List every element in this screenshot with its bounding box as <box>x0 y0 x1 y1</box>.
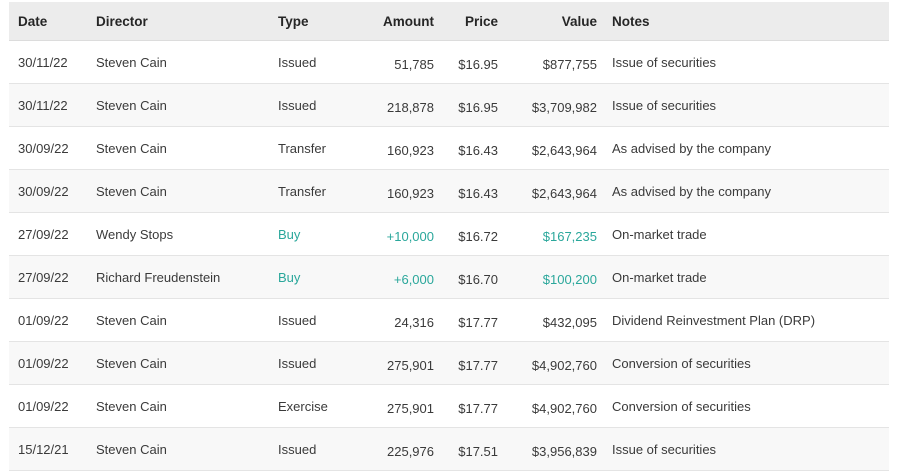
cell-director: Steven Cain <box>96 126 278 170</box>
cell-type: Issued <box>278 83 355 127</box>
cell-date: 30/09/22 <box>9 169 96 213</box>
table-row: 15/12/21 Steven Cain Issued 225,976 $17.51 $3… <box>9 427 889 471</box>
table-header-row: Date Director Type Amount Price Value Notes <box>9 2 889 41</box>
cell-date: 27/09/22 <box>9 212 96 256</box>
cell-director: Steven Cain <box>96 427 278 471</box>
table-row: 30/09/22 Steven Cain Transfer 160,923 $16.43… <box>9 169 889 213</box>
column-header-price: Price <box>434 2 498 41</box>
cell-price: $17.77 <box>434 384 498 428</box>
cell-value: $167,235 <box>498 212 597 256</box>
cell-type: Buy <box>278 255 355 299</box>
cell-notes: Issue of securities <box>597 427 889 471</box>
cell-type: Issued <box>278 298 355 342</box>
table-row: 27/09/22 Richard Freudenstein Buy +6,000 $16… <box>9 255 889 299</box>
cell-type: Transfer <box>278 169 355 213</box>
cell-value: $3,956,839 <box>498 427 597 471</box>
cell-date: 15/12/21 <box>9 427 96 471</box>
cell-director: Steven Cain <box>96 83 278 127</box>
cell-notes: Issue of securities <box>597 40 889 84</box>
column-header-director: Director <box>96 2 278 41</box>
cell-amount: 275,901 <box>355 384 434 428</box>
cell-type: Transfer <box>278 126 355 170</box>
cell-director: Steven Cain <box>96 169 278 213</box>
cell-value: $2,643,964 <box>498 126 597 170</box>
cell-director: Wendy Stops <box>96 212 278 256</box>
cell-date: 01/09/22 <box>9 341 96 385</box>
cell-amount: 275,901 <box>355 341 434 385</box>
table-row: 01/09/22 Steven Cain Issued 24,316 $17.77 $43… <box>9 298 889 342</box>
cell-value: $3,709,982 <box>498 83 597 127</box>
cell-director: Steven Cain <box>96 384 278 428</box>
cell-type: Issued <box>278 341 355 385</box>
column-header-date: Date <box>9 2 96 41</box>
cell-type: Issued <box>278 40 355 84</box>
cell-notes: Dividend Reinvestment Plan (DRP) <box>597 298 889 342</box>
table-row: 30/09/22 Steven Cain Transfer 160,923 $16.43… <box>9 126 889 170</box>
cell-value: $4,902,760 <box>498 384 597 428</box>
cell-price: $17.77 <box>434 298 498 342</box>
cell-notes: On-market trade <box>597 255 889 299</box>
cell-price: $17.51 <box>434 427 498 471</box>
cell-date: 01/09/22 <box>9 384 96 428</box>
column-header-value: Value <box>498 2 597 41</box>
cell-notes: As advised by the company <box>597 169 889 213</box>
cell-value: $2,643,964 <box>498 169 597 213</box>
cell-director: Steven Cain <box>96 298 278 342</box>
cell-director: Steven Cain <box>96 341 278 385</box>
cell-type: Buy <box>278 212 355 256</box>
table-row: 27/09/22 Wendy Stops Buy +10,000 $16.72 $167,… <box>9 212 889 256</box>
cell-amount: 225,976 <box>355 427 434 471</box>
cell-value: $4,902,760 <box>498 341 597 385</box>
table-row: 30/11/22 Steven Cain Issued 51,785 $16.95 $87… <box>9 40 889 84</box>
cell-notes: Conversion of securities <box>597 384 889 428</box>
cell-value: $877,755 <box>498 40 597 84</box>
director-transactions-table: Date Director Type Amount Price Value Notes 30… <box>9 2 889 471</box>
cell-amount: +6,000 <box>355 255 434 299</box>
column-header-notes: Notes <box>597 2 889 41</box>
cell-amount: 218,878 <box>355 83 434 127</box>
cell-amount: 51,785 <box>355 40 434 84</box>
table-row: 01/09/22 Steven Cain Issued 275,901 $17.77 $4… <box>9 341 889 385</box>
cell-date: 30/11/22 <box>9 40 96 84</box>
cell-notes: On-market trade <box>597 212 889 256</box>
cell-price: $17.77 <box>434 341 498 385</box>
cell-value: $432,095 <box>498 298 597 342</box>
cell-price: $16.95 <box>434 83 498 127</box>
cell-price: $16.95 <box>434 40 498 84</box>
cell-type: Exercise <box>278 384 355 428</box>
cell-price: $16.43 <box>434 169 498 213</box>
cell-amount: 24,316 <box>355 298 434 342</box>
cell-amount: +10,000 <box>355 212 434 256</box>
table-row: 01/09/22 Steven Cain Exercise 275,901 $17.77… <box>9 384 889 428</box>
table-row: 30/11/22 Steven Cain Issued 218,878 $16.95 $3… <box>9 83 889 127</box>
cell-notes: As advised by the company <box>597 126 889 170</box>
cell-price: $16.70 <box>434 255 498 299</box>
cell-price: $16.72 <box>434 212 498 256</box>
cell-director: Steven Cain <box>96 40 278 84</box>
cell-value: $100,200 <box>498 255 597 299</box>
cell-date: 30/09/22 <box>9 126 96 170</box>
cell-price: $16.43 <box>434 126 498 170</box>
cell-notes: Issue of securities <box>597 83 889 127</box>
column-header-type: Type <box>278 2 355 41</box>
column-header-amount: Amount <box>355 2 434 41</box>
cell-type: Issued <box>278 427 355 471</box>
cell-notes: Conversion of securities <box>597 341 889 385</box>
cell-date: 30/11/22 <box>9 83 96 127</box>
cell-date: 01/09/22 <box>9 298 96 342</box>
cell-amount: 160,923 <box>355 169 434 213</box>
cell-director: Richard Freudenstein <box>96 255 278 299</box>
cell-date: 27/09/22 <box>9 255 96 299</box>
cell-amount: 160,923 <box>355 126 434 170</box>
